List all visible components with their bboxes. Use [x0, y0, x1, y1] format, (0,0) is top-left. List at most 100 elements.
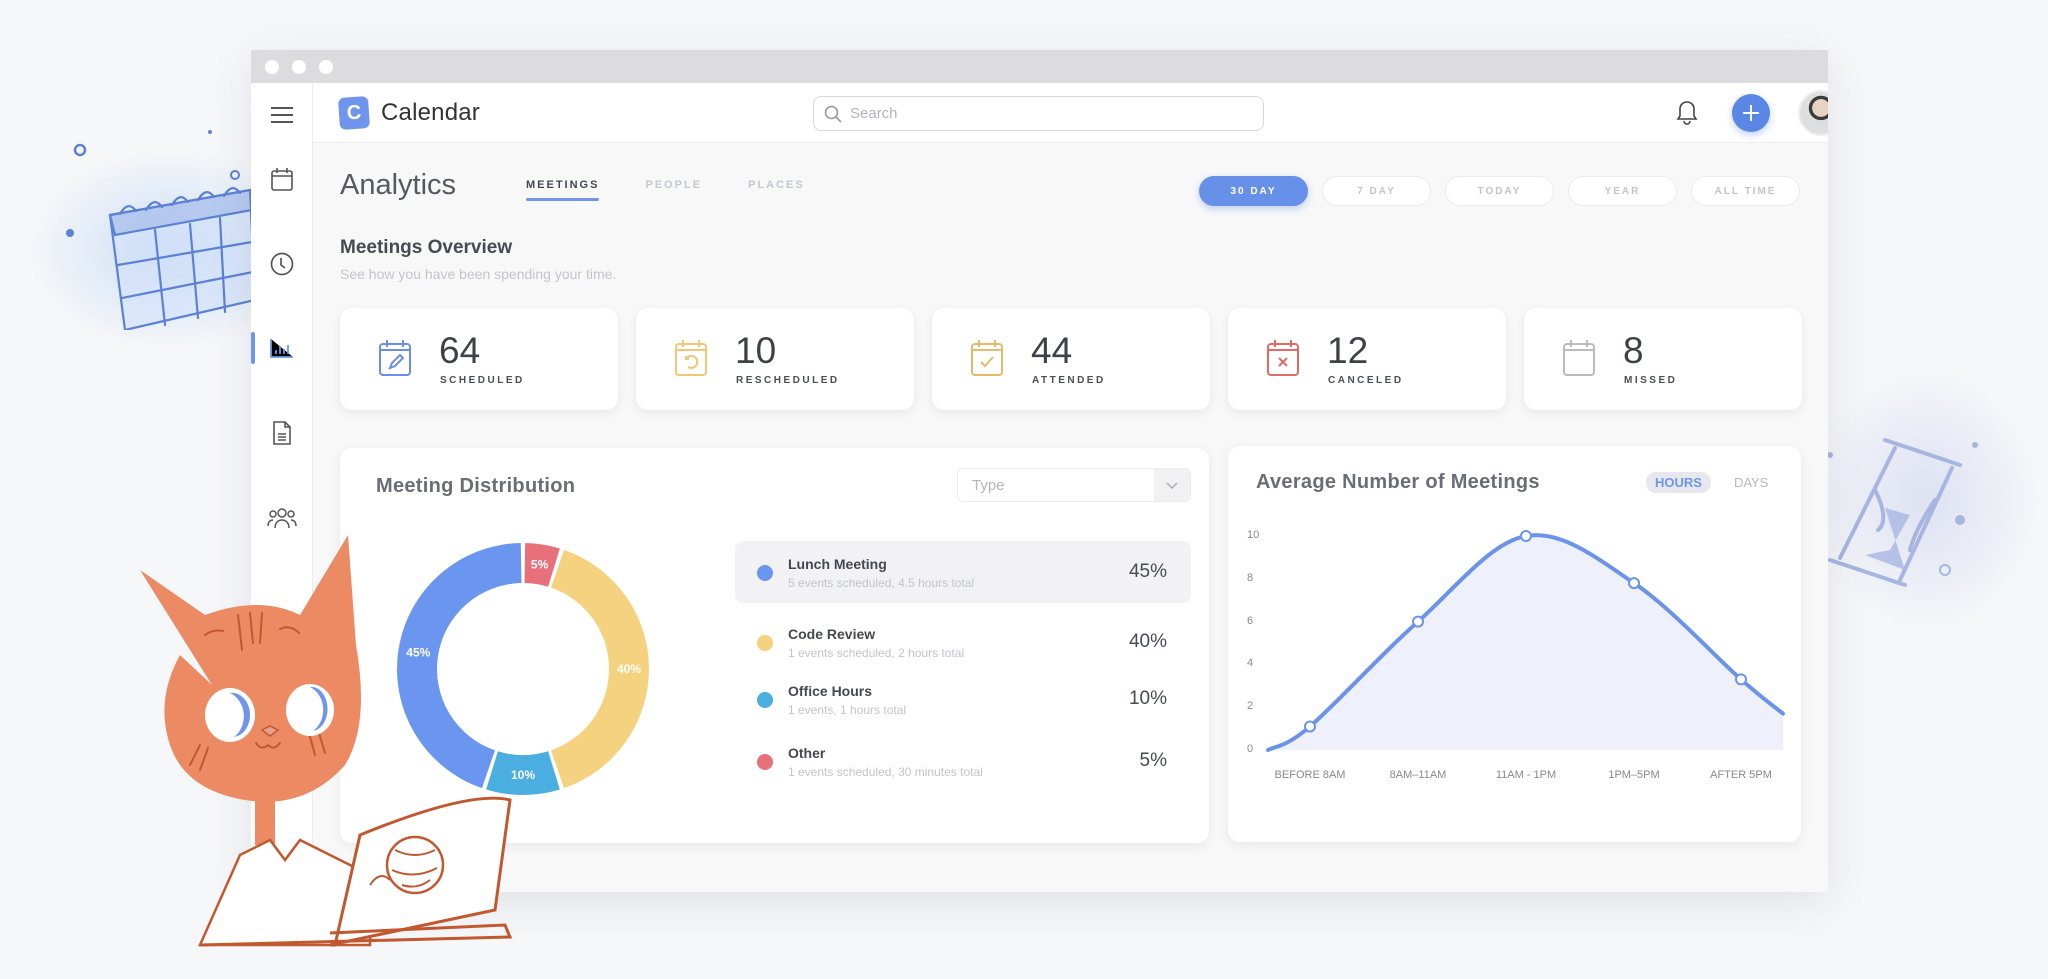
bell-icon: [1676, 101, 1698, 125]
data-point: [1520, 530, 1532, 542]
time-range-filter: 30 DAY 7 DAY TODAY YEAR ALL TIME: [1199, 176, 1800, 206]
legend-item-lunch-meeting[interactable]: Lunch Meeting 5 events scheduled, 4.5 ho…: [735, 541, 1191, 603]
legend-name: Office Hours: [788, 683, 873, 699]
tab-people[interactable]: PEOPLE: [645, 179, 703, 191]
user-avatar[interactable]: [1798, 90, 1828, 136]
legend-item-other[interactable]: Other 1 events scheduled, 30 minutes tot…: [735, 730, 1191, 792]
legend-desc: 1 events scheduled, 2 hours total: [788, 646, 965, 660]
analytics-tabs: MEETINGS PEOPLE PLACES: [526, 179, 805, 201]
stat-card-scheduled[interactable]: 64 SCHEDULED: [340, 308, 618, 410]
sidebar-item-calendar[interactable]: [251, 159, 313, 199]
stat-value: 12: [1327, 330, 1369, 371]
stat-label: RESCHEDULED: [736, 375, 840, 386]
svg-text:10%: 10%: [511, 768, 535, 782]
range-7-day[interactable]: 7 DAY: [1322, 176, 1431, 206]
add-event-button[interactable]: [1732, 94, 1770, 132]
search-box[interactable]: [813, 96, 1264, 131]
calendar-blank-icon: [1563, 340, 1595, 376]
range-all-time[interactable]: ALL TIME: [1691, 176, 1800, 206]
calendar-edit-icon: [379, 340, 411, 376]
unit-toggle: HOURS DAYS: [1646, 472, 1777, 493]
stat-card-attended[interactable]: 44 ATTENDED: [932, 308, 1210, 410]
svg-text:40%: 40%: [617, 662, 641, 676]
y-tick-label: 4: [1247, 657, 1254, 670]
document-icon: [273, 421, 291, 445]
stat-label: ATTENDED: [1032, 375, 1106, 386]
tab-places[interactable]: PLACES: [748, 179, 805, 191]
stat-card-canceled[interactable]: 12 CANCELED: [1228, 308, 1506, 410]
data-point: [1628, 577, 1640, 590]
range-year[interactable]: YEAR: [1568, 176, 1677, 206]
plus-icon: [1743, 105, 1759, 121]
notifications-button[interactable]: [1676, 100, 1698, 131]
tab-meetings[interactable]: MEETINGS: [526, 179, 600, 201]
range-today[interactable]: TODAY: [1445, 176, 1554, 206]
distribution-legend: Lunch Meeting 5 events scheduled, 4.5 ho…: [735, 541, 1191, 792]
stats-row: 64 SCHEDULED 10 RESCHEDULED 44 ATTENDED …: [340, 308, 1802, 410]
data-point: [1412, 615, 1424, 628]
toggle-days[interactable]: DAYS: [1733, 475, 1769, 490]
sidebar-item-people[interactable]: [251, 498, 313, 538]
sketch-hourglass-illustration: [1827, 438, 1978, 587]
legend-name: Code Review: [788, 626, 876, 642]
window-titlebar: [251, 50, 1828, 83]
sketch-calendar-illustration: [66, 130, 257, 330]
sidebar-item-analytics[interactable]: [251, 328, 313, 368]
donut-segment: [486, 751, 560, 795]
donut-chart: 5% 40% 10% 45%: [396, 543, 649, 795]
toggle-hours[interactable]: HOURS: [1646, 472, 1711, 493]
stat-card-rescheduled[interactable]: 10 RESCHEDULED: [636, 308, 914, 410]
stat-value: 10: [735, 330, 777, 371]
page-title: Analytics: [340, 169, 457, 201]
search-input[interactable]: [850, 105, 1230, 122]
type-select[interactable]: Type: [957, 468, 1191, 502]
y-tick-label: 2: [1247, 700, 1254, 713]
calendar-reschedule-icon: [675, 340, 707, 376]
calendar-icon: [271, 168, 293, 191]
donut-segment: [524, 543, 560, 587]
legend-percent: 10%: [1128, 688, 1167, 709]
app-logo[interactable]: C Calendar: [337, 95, 480, 131]
stat-label: CANCELED: [1328, 375, 1404, 386]
sidebar-item-documents[interactable]: [251, 413, 313, 453]
legend-desc: 1 events scheduled, 30 minutes total: [788, 765, 983, 779]
card-title: Average Number of Meetings: [1256, 471, 1540, 493]
y-tick-label: 0: [1247, 743, 1254, 755]
stat-value: 64: [439, 330, 481, 371]
top-bar: C Calendar ⌄: [313, 83, 1828, 143]
legend-item-code-review[interactable]: Code Review 1 events scheduled, 2 hours …: [735, 611, 1191, 673]
y-tick-label: 8: [1247, 571, 1254, 584]
data-point: [1304, 720, 1316, 733]
y-tick-label: 10: [1247, 529, 1260, 541]
donut-segment: [551, 549, 649, 789]
window-minimize-dot[interactable]: [292, 59, 306, 74]
legend-percent: 5%: [1139, 750, 1167, 771]
average-meetings-card: Average Number of Meetings HOURS DAYS 0 2…: [1228, 446, 1801, 842]
legend-color-dot: [757, 565, 773, 581]
sidebar: [251, 83, 313, 892]
calendar-check-icon: [971, 340, 1003, 376]
legend-item-office-hours[interactable]: Office Hours 1 events, 1 hours total 10%: [735, 668, 1191, 730]
browser-window: C Calendar ⌄ Analytics MEETINGS PEOPLE P…: [251, 50, 1828, 892]
chevron-down-icon: [1154, 469, 1190, 501]
window-close-dot[interactable]: [265, 59, 279, 74]
section-title: Meetings Overview: [340, 237, 513, 258]
legend-color-dot: [757, 635, 773, 651]
select-value: Type: [972, 477, 1005, 494]
legend-name: Lunch Meeting: [788, 556, 887, 572]
decorative-blob-right: [1810, 370, 2040, 630]
range-30-day[interactable]: 30 DAY: [1199, 176, 1308, 206]
window-maximize-dot[interactable]: [319, 59, 333, 74]
stat-card-missed[interactable]: 8 MISSED: [1524, 308, 1802, 410]
sidebar-item-menu[interactable]: [251, 95, 313, 135]
y-tick-label: 6: [1247, 614, 1254, 627]
x-tick-label: AFTER 5PM: [1710, 769, 1772, 781]
stat-value: 8: [1623, 330, 1644, 371]
hamburger-icon: [271, 107, 293, 123]
stat-label: SCHEDULED: [440, 375, 525, 386]
legend-percent: 45%: [1128, 561, 1167, 582]
area-chart: [1266, 530, 1785, 752]
sidebar-item-clock[interactable]: [251, 244, 313, 284]
legend-color-dot: [757, 754, 773, 770]
donut-segment: [396, 543, 522, 789]
